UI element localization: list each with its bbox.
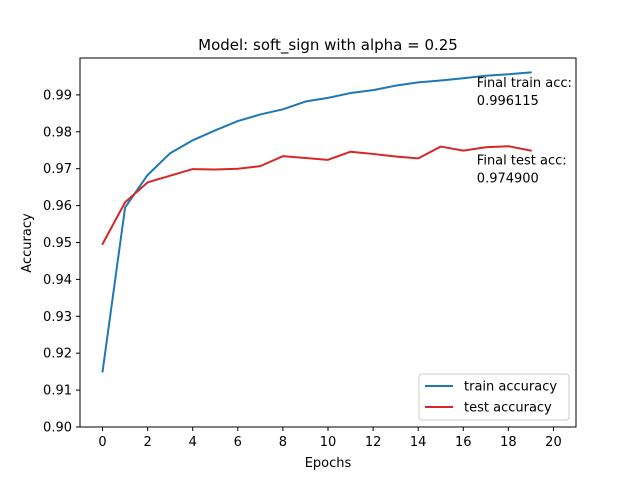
series-line-train bbox=[101, 71, 532, 373]
x-tick-label: 0 bbox=[98, 435, 106, 450]
x-axis-label: Epochs bbox=[305, 456, 352, 471]
y-tick-label: 0.96 bbox=[43, 199, 72, 214]
y-tick-label: 0.90 bbox=[43, 421, 72, 436]
annotation-value: 0.974900 bbox=[477, 172, 539, 187]
x-tick-label: 16 bbox=[455, 435, 472, 450]
legend-box bbox=[418, 373, 570, 421]
x-tick-label: 2 bbox=[143, 435, 151, 450]
x-tick-label: 8 bbox=[279, 435, 287, 450]
y-tick-label: 0.93 bbox=[43, 310, 72, 325]
legend-entry: test accuracy bbox=[464, 401, 552, 416]
y-tick-label: 0.92 bbox=[43, 347, 72, 362]
x-tick-label: 18 bbox=[500, 435, 517, 450]
x-tick-label: 14 bbox=[410, 435, 427, 450]
x-tick-label: 12 bbox=[365, 435, 382, 450]
annotation-value: 0.996115 bbox=[477, 94, 539, 109]
y-tick-label: 0.99 bbox=[43, 88, 72, 103]
x-tick-label: 6 bbox=[234, 435, 242, 450]
y-tick-label: 0.94 bbox=[43, 273, 72, 288]
x-tick-label: 4 bbox=[189, 435, 197, 450]
chart-title: Model: soft_sign with alpha = 0.25 bbox=[198, 36, 458, 55]
legend-entry: train accuracy bbox=[464, 380, 557, 395]
x-tick-label: 20 bbox=[545, 435, 562, 450]
series-line-test bbox=[101, 145, 532, 245]
annotation-label: Final train acc: bbox=[477, 76, 572, 91]
y-tick-label: 0.98 bbox=[43, 125, 72, 140]
plot-area: 0 2 4 6 8 10 12 14 16 18 20 0.90 0.91 0.92 0.93 0.94 0.9… bbox=[43, 57, 577, 450]
y-axis-label: Accuracy bbox=[20, 213, 35, 273]
x-tick-label: 10 bbox=[320, 435, 337, 450]
y-tick-label: 0.91 bbox=[43, 384, 72, 399]
y-tick-label: 0.95 bbox=[43, 236, 72, 251]
y-tick-label: 0.97 bbox=[43, 162, 72, 177]
annotation-label: Final test acc: bbox=[477, 154, 567, 169]
